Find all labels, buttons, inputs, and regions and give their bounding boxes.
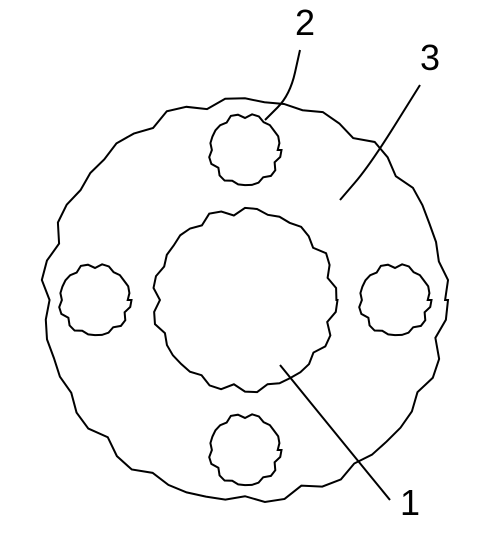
bolt-hole	[359, 264, 431, 335]
bolt-hole	[209, 414, 281, 485]
label-2: 2	[295, 2, 315, 43]
label-3: 3	[420, 37, 440, 78]
bolt-hole	[59, 264, 131, 335]
leader-line-3	[340, 85, 420, 200]
label-1: 1	[400, 482, 420, 523]
bolt-hole	[209, 114, 281, 185]
flange-technical-drawing: 2 3 1	[0, 0, 501, 549]
outer-ring	[42, 98, 448, 502]
leader-line-2	[265, 50, 300, 120]
center-bore	[154, 208, 338, 392]
leader-line-1	[280, 365, 390, 500]
